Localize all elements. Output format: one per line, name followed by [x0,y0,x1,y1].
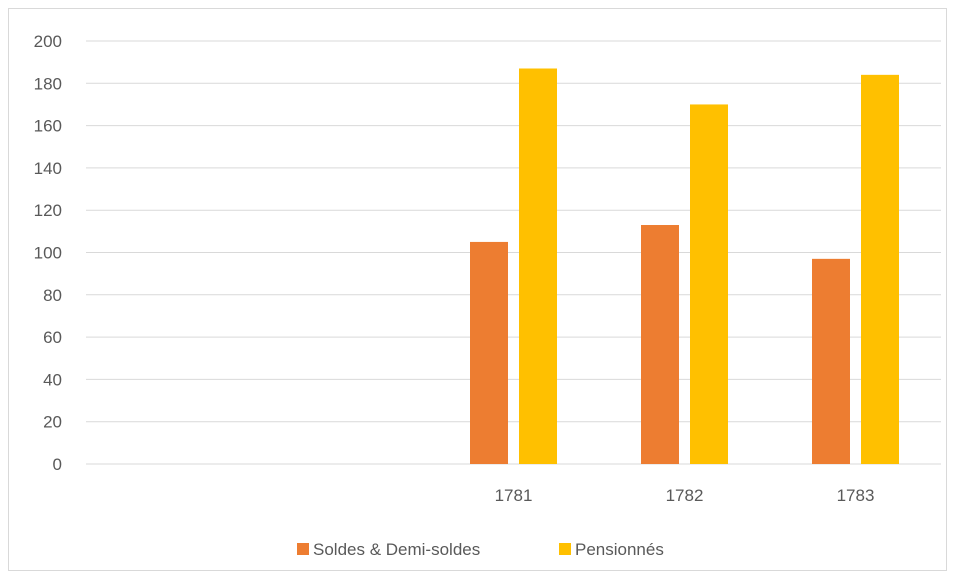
legend-label: Pensionnés [575,540,664,559]
y-axis-tick-labels: 0 20 40 60 80 100 120 140 160 180 200 [34,32,62,474]
y-tick-label: 120 [34,201,62,220]
legend-label: Soldes & Demi-soldes [313,540,480,559]
bar-pensionn-s-1781 [519,68,557,465]
y-tick-label: 160 [34,117,62,136]
x-tick-label: 1783 [837,486,875,505]
y-tick-label: 20 [43,413,62,432]
bar-soldes-demi-soldes-1783 [812,258,850,464]
legend-swatch [559,543,571,555]
bar-soldes-demi-soldes-1782 [641,225,679,464]
y-tick-label: 80 [43,286,62,305]
x-axis-tick-labels: 1781 1782 1783 [495,486,875,505]
y-tick-label: 100 [34,244,62,263]
x-tick-label: 1781 [495,486,533,505]
bars [470,68,899,465]
y-tick-label: 140 [34,159,62,178]
y-tick-label: 200 [34,32,62,51]
y-tick-label: 180 [34,74,62,93]
legend-swatch [297,543,309,555]
bar-pensionn-s-1783 [861,74,899,464]
bar-soldes-demi-soldes-1781 [470,241,508,464]
y-tick-label: 40 [43,370,62,389]
gridlines [86,40,941,465]
y-tick-label: 60 [43,328,62,347]
legend: Soldes & Demi-soldes Pensionnés [297,540,664,559]
bar-pensionn-s-1782 [690,104,728,464]
x-tick-label: 1782 [666,486,704,505]
y-tick-label: 0 [53,455,62,474]
